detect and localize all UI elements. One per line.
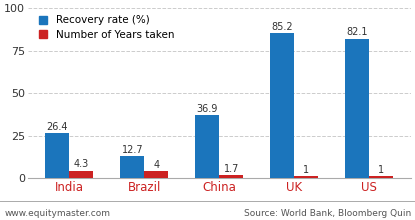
Text: 12.7: 12.7	[122, 145, 143, 155]
Bar	[144, 171, 168, 178]
Bar	[220, 175, 243, 178]
Text: Source: World Bank, Bloomberg Quin: Source: World Bank, Bloomberg Quin	[244, 209, 411, 218]
Text: 82.1: 82.1	[347, 27, 368, 37]
Bar	[369, 176, 393, 178]
Legend: Recovery rate (%), Number of Years taken: Recovery rate (%), Number of Years taken	[37, 13, 176, 42]
Bar	[195, 115, 220, 178]
Bar	[120, 156, 144, 178]
Bar	[294, 176, 318, 178]
Text: 4.3: 4.3	[74, 160, 89, 169]
Bar	[45, 133, 69, 178]
Bar	[271, 33, 294, 178]
Text: www.equitymaster.com: www.equitymaster.com	[4, 209, 110, 218]
Text: 4: 4	[153, 160, 159, 170]
Text: 36.9: 36.9	[197, 104, 218, 114]
Text: 85.2: 85.2	[271, 22, 293, 32]
Text: 26.4: 26.4	[46, 122, 68, 132]
Text: 1: 1	[303, 165, 310, 175]
Text: 1: 1	[378, 165, 384, 175]
Bar	[345, 38, 369, 178]
Text: 1.7: 1.7	[224, 164, 239, 174]
Bar	[69, 171, 93, 178]
